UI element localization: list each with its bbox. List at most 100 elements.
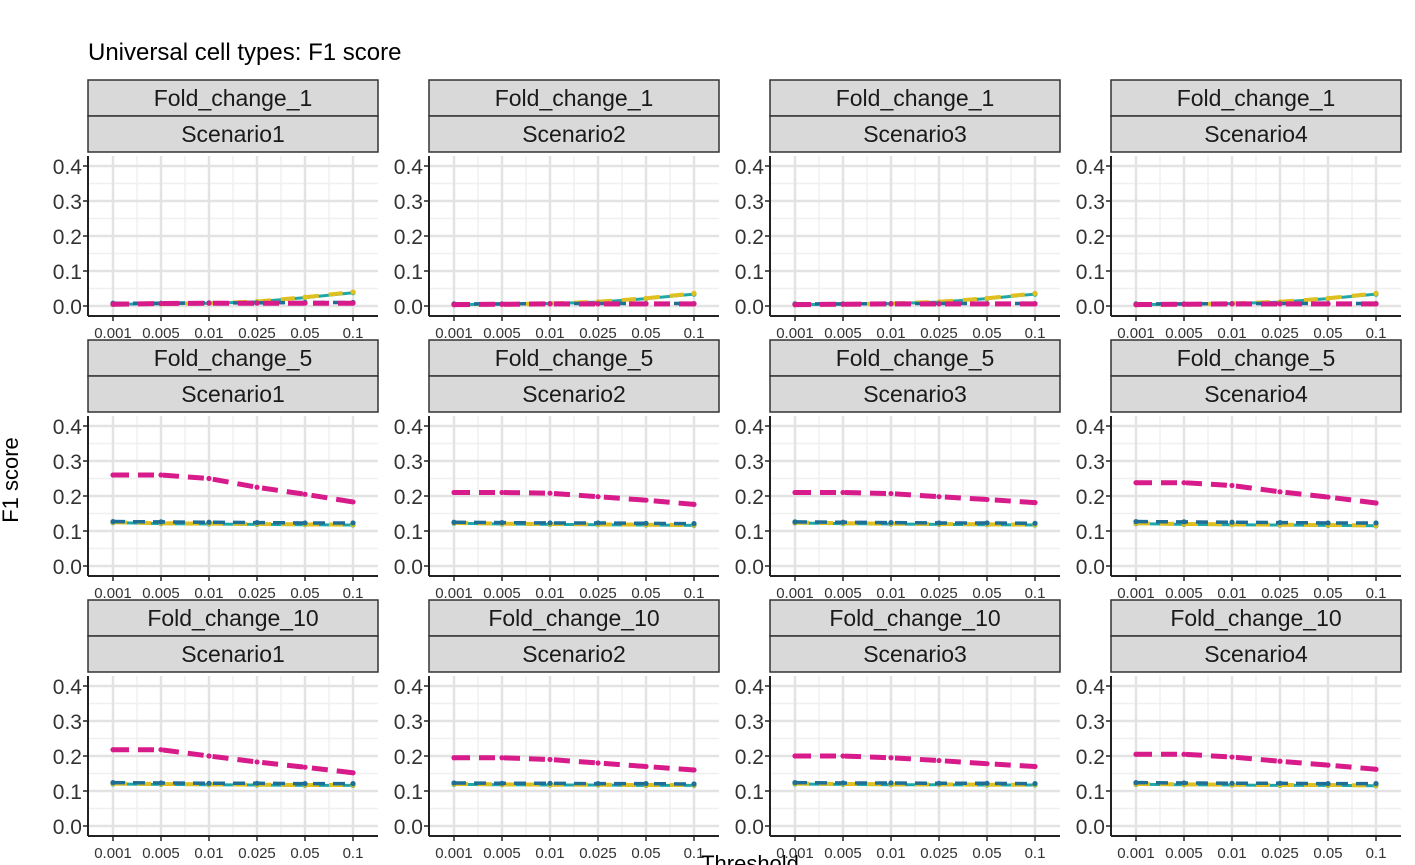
data-point-blue xyxy=(350,781,356,787)
x-tick-label: 0.025 xyxy=(1261,585,1299,602)
x-tick-label: 0.005 xyxy=(824,585,862,602)
data-point-magenta xyxy=(350,300,356,306)
x-tick-label: 0.005 xyxy=(483,845,521,862)
data-point-magenta xyxy=(451,302,457,308)
y-tick-label: 0.4 xyxy=(53,156,83,179)
data-point-magenta xyxy=(595,301,601,307)
x-tick-label: 0.01 xyxy=(194,325,223,342)
data-point-blue xyxy=(840,780,846,786)
data-point-blue xyxy=(1133,780,1139,786)
x-tick-label: 0.05 xyxy=(290,325,319,342)
scenario-label: Scenario4 xyxy=(1204,121,1308,147)
series-line-blue xyxy=(112,780,353,786)
y-tick-label: 0.3 xyxy=(394,451,423,474)
data-point-magenta xyxy=(984,301,990,307)
facet-panel: Fold_change_10 Scenario3 0.0 0.1 0.2 0.3 0.4 0.… xyxy=(735,599,1061,862)
data-point-yellow xyxy=(1325,295,1331,301)
data-point-magenta xyxy=(888,755,894,761)
data-point-yellow xyxy=(1032,290,1038,296)
data-point-magenta xyxy=(206,753,212,759)
y-tick-label: 0.1 xyxy=(1076,521,1105,544)
y-tick-label: 0.1 xyxy=(53,261,82,284)
data-point-blue xyxy=(1133,518,1139,525)
x-tick-label: 0.025 xyxy=(579,845,617,862)
data-point-magenta xyxy=(1032,763,1038,770)
data-point-magenta xyxy=(110,747,116,753)
data-point-magenta xyxy=(1325,762,1331,768)
data-point-magenta xyxy=(350,499,356,505)
y-tick-label: 0.3 xyxy=(1076,451,1105,474)
x-tick-label: 0.05 xyxy=(631,585,660,602)
data-point-blue xyxy=(1277,780,1283,786)
series-line-magenta xyxy=(1136,751,1377,772)
data-point-magenta xyxy=(984,496,990,503)
y-tick-label: 0.1 xyxy=(53,521,82,544)
data-point-magenta xyxy=(1325,494,1331,500)
data-point-blue xyxy=(1373,781,1379,787)
series-line-magenta xyxy=(1135,301,1376,308)
data-point-blue xyxy=(984,520,990,526)
y-axis-title: F1 score xyxy=(0,437,23,523)
x-tick-label: 0.001 xyxy=(94,585,132,602)
y-tick-label: 0.2 xyxy=(1076,746,1105,769)
series-line-magenta xyxy=(795,490,1036,506)
x-tick-label: 0.05 xyxy=(1313,845,1342,862)
fold-change-label: Fold_change_10 xyxy=(147,605,318,631)
x-tick-label: 0.005 xyxy=(142,585,180,602)
data-point-blue xyxy=(254,520,260,526)
x-tick-label: 0.1 xyxy=(684,845,705,862)
y-tick-label: 0.4 xyxy=(1076,416,1106,439)
x-tick-label: 0.1 xyxy=(684,585,705,602)
scenario-label: Scenario2 xyxy=(522,381,626,407)
x-tick-label: 0.1 xyxy=(1366,845,1387,862)
data-point-blue xyxy=(1373,520,1379,526)
y-tick-label: 0.0 xyxy=(53,556,82,579)
y-tick-label: 0.0 xyxy=(394,296,423,319)
scenario-label: Scenario3 xyxy=(863,381,967,407)
x-tick-label: 0.001 xyxy=(776,585,814,602)
data-point-magenta xyxy=(254,300,260,306)
x-tick-label: 0.005 xyxy=(1165,325,1203,342)
data-point-magenta xyxy=(643,497,649,503)
data-point-magenta xyxy=(643,301,649,307)
data-point-magenta xyxy=(1133,751,1139,757)
data-point-blue xyxy=(1181,519,1187,525)
data-point-magenta xyxy=(110,301,116,307)
data-point-magenta xyxy=(1229,482,1235,489)
y-tick-label: 0.4 xyxy=(735,416,765,439)
series-line-magenta xyxy=(453,301,694,308)
data-point-yellow xyxy=(643,295,649,301)
y-tick-label: 0.1 xyxy=(735,781,764,804)
fold-change-strip xyxy=(428,599,720,637)
y-tick-label: 0.0 xyxy=(735,296,764,319)
scenario-strip xyxy=(769,115,1061,153)
y-tick-label: 0.0 xyxy=(53,296,82,319)
x-tick-label: 0.001 xyxy=(94,845,132,862)
scenario-label: Scenario4 xyxy=(1204,381,1308,407)
facet-panel: Fold_change_10 Scenario2 0.0 0.1 0.2 0.3 0.4 0.… xyxy=(394,599,720,862)
y-tick-label: 0.0 xyxy=(1076,816,1105,839)
data-point-magenta xyxy=(206,300,212,306)
data-point-magenta xyxy=(936,494,942,500)
data-point-magenta xyxy=(1229,754,1235,760)
scenario-strip xyxy=(1110,115,1402,153)
fold-change-label: Fold_change_10 xyxy=(829,605,1000,631)
data-point-blue xyxy=(643,520,649,526)
data-point-magenta xyxy=(691,301,697,307)
data-point-magenta xyxy=(888,490,894,497)
y-tick-label: 0.1 xyxy=(53,781,82,804)
fold-change-label: Fold_change_5 xyxy=(154,345,313,371)
data-point-magenta xyxy=(206,475,212,482)
facet-panel: Fold_change_10 Scenario4 0.0 0.1 0.2 0.3 0.4 0.… xyxy=(1076,599,1402,862)
scenario-label: Scenario2 xyxy=(522,641,626,667)
data-point-magenta xyxy=(595,494,601,500)
data-point-magenta xyxy=(792,489,798,496)
data-point-blue xyxy=(1277,520,1283,526)
x-tick-label: 0.05 xyxy=(972,585,1001,602)
series-line-blue xyxy=(1135,780,1376,786)
x-tick-label: 0.025 xyxy=(1261,845,1299,862)
data-point-magenta xyxy=(499,301,505,307)
x-tick-label: 0.005 xyxy=(142,325,180,342)
fold-change-label: Fold_change_1 xyxy=(836,85,995,111)
